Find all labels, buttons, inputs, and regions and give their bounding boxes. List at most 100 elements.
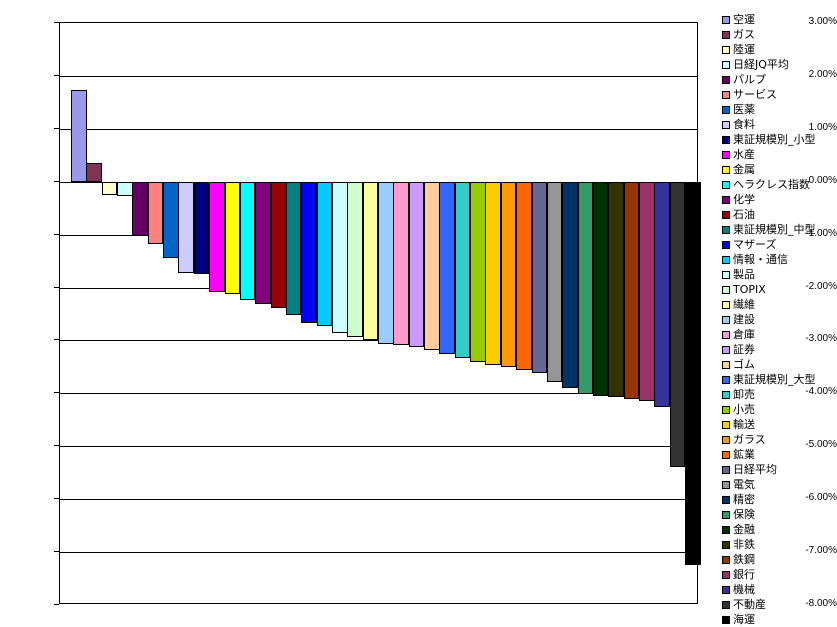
legend-item: 精密 [722,492,837,507]
legend-swatch-icon [722,150,730,159]
bar [209,181,225,293]
bar [669,181,686,468]
legend-item: 海運 [722,612,837,627]
legend-swatch-icon [722,105,730,114]
legend-label: 情報・通信 [733,253,788,266]
y-axis-tick-label: -2.00% [805,280,837,292]
legend-label: 空運 [733,13,755,26]
legend-item: 製品 [722,267,837,282]
legend-label: 銀行 [733,568,755,581]
legend-item: 石油 [722,207,837,222]
legend-label: ガラス [733,433,766,446]
legend-label: 金属 [733,163,755,176]
legend-label: 不動産 [733,598,766,611]
legend-item: 水産 [722,147,837,162]
legend-label: 水産 [733,148,755,161]
legend-swatch-icon [722,525,730,534]
legend-item: 金融 [722,522,837,537]
legend-label: 輸送 [733,418,755,431]
legend-label: 電気 [733,478,755,491]
legend-item: 銀行 [722,567,837,582]
legend-swatch-icon [722,435,730,444]
legend-label: 機械 [733,583,755,596]
legend-swatch-icon [722,345,730,354]
legend-item: 証券 [722,342,837,357]
bar [378,181,394,344]
bar [516,181,532,371]
legend-item: 東証規模別_大型 [722,372,837,387]
legend-item: 不動産 [722,597,837,612]
legend-swatch-icon [722,165,730,174]
legend-swatch-icon [722,360,730,369]
legend-item: 金属 [722,162,837,177]
bar [285,181,302,316]
legend-label: 小売 [733,403,755,416]
legend-swatch-icon [722,45,730,54]
y-axis-tick-label: 2.00% [808,68,837,80]
legend-swatch-icon [722,495,730,504]
legend-item: サービス [722,87,837,102]
legend-item: 日経JQ平均 [722,57,837,72]
legend-label: 東証規模別_中型 [733,223,816,236]
bar [255,181,271,305]
bar [316,181,333,326]
legend-item: 陸運 [722,42,837,57]
legend-item: 食料 [722,117,837,132]
legend-label: マザーズ [733,238,777,251]
legend-label: ガス [733,28,755,41]
legend-swatch-icon [722,420,730,429]
legend-item: 機械 [722,582,837,597]
bar [132,181,148,236]
legend-label: 食料 [733,118,755,131]
legend-swatch-icon [722,510,730,519]
legend-swatch-icon [722,210,730,219]
legend-label: 鉱業 [733,448,755,461]
legend-swatch-icon [722,375,730,384]
bar [562,181,578,389]
legend-swatch-icon [722,390,730,399]
legend-item: パルプ [722,72,837,87]
legend-label: 精密 [733,493,755,506]
bar [623,181,640,399]
bar [101,181,118,195]
y-axis-tick-label: -8.00% [805,598,837,609]
bar [638,181,655,402]
legend-item: 東証規模別_中型 [722,222,837,237]
legend-item: 空運 [722,12,837,27]
y-axis-tick-label: -1.00% [805,227,837,239]
legend-item: 情報・通信 [722,252,837,267]
bar [193,181,210,274]
legend-item: ゴム [722,357,837,372]
bar [546,181,563,383]
legend-item: ヘラクレス指数 [722,177,837,192]
legend-label: ゴム [733,358,755,371]
legend-label: 陸運 [733,43,755,56]
legend-item: 卸売 [722,387,837,402]
legend-swatch-icon [722,30,730,39]
y-axis-tick-mark [54,127,59,129]
legend-swatch-icon [722,195,730,204]
legend-label: 化学 [733,193,755,206]
legend-item: 建設 [722,312,837,327]
legend-item: マザーズ [722,237,837,252]
legend-swatch-icon [722,600,730,609]
y-axis-tick-label: -4.00% [805,386,837,398]
y-axis-tick-mark [54,445,59,447]
legend-item: TOPIX [722,282,837,297]
legend-label: 倉庫 [733,328,755,341]
bar [163,181,179,258]
gridline [60,499,697,501]
y-axis-tick-mark [54,339,59,341]
y-axis-tick-mark [54,180,59,182]
legend-swatch-icon [722,465,730,474]
bar [331,181,348,333]
legend-label: パルプ [733,73,766,86]
legend-swatch-icon [722,540,730,549]
legend-item: 保険 [722,507,837,522]
y-axis-tick-label: -7.00% [805,545,837,557]
bar [608,181,624,398]
legend-label: 日経平均 [733,463,777,476]
legend-swatch-icon [722,555,730,564]
legend-item: 日経平均 [722,462,837,477]
